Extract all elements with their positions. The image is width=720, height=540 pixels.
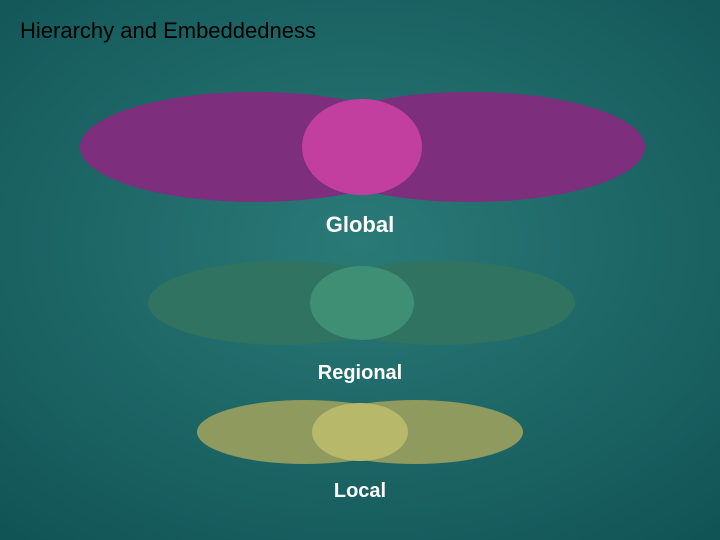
global-label: Global [260,212,460,238]
regional-ellipse-overlap [310,266,414,340]
slide-canvas: Hierarchy and Embeddedness Global Region… [0,0,720,540]
local-ellipse-overlap [312,403,408,461]
regional-label: Regional [260,362,460,385]
slide-title: Hierarchy and Embeddedness [20,18,316,44]
local-label: Local [260,480,460,503]
global-ellipse-overlap [302,99,422,195]
